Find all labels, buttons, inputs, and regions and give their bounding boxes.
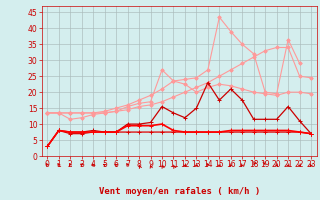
Text: Vent moyen/en rafales ( km/h ): Vent moyen/en rafales ( km/h ) (99, 187, 260, 196)
